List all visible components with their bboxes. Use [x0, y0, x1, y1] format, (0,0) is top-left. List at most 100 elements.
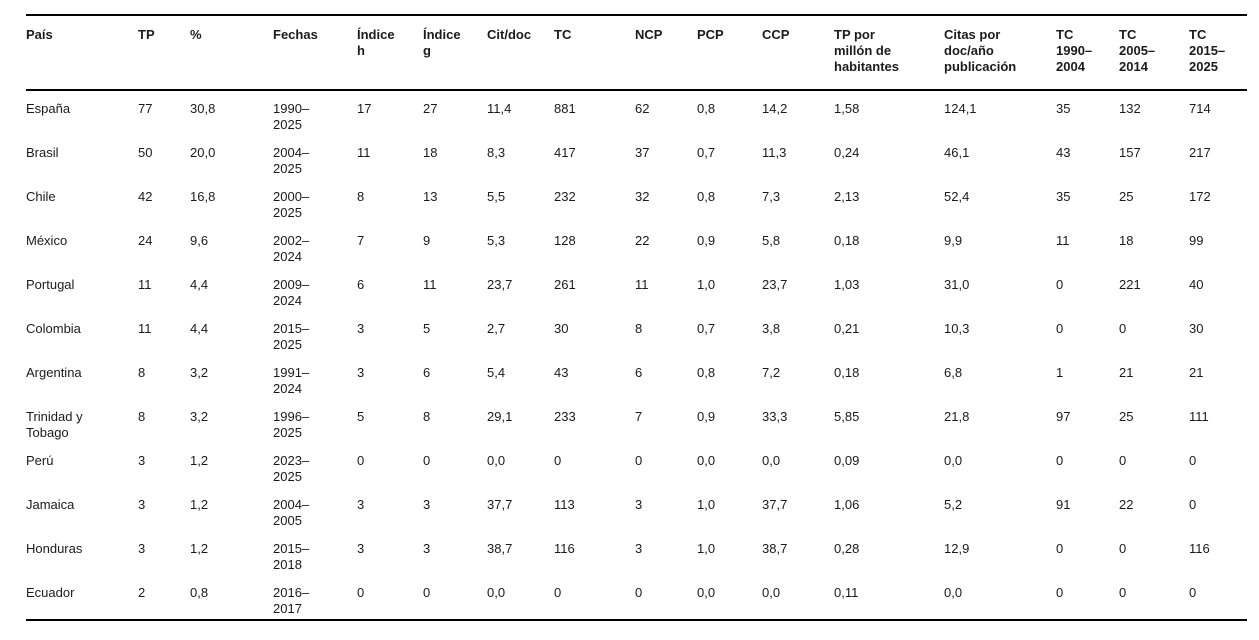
cell-value: 1,0 — [697, 541, 716, 556]
table-cell-pct: 1,2 — [190, 531, 273, 575]
table-cell-ccp: 5,8 — [762, 223, 834, 267]
table-row: México 24 9,6 2002–2024 7 9 5,3 128 22 0,9 5,8 0,18… — [26, 223, 1247, 267]
cell-value: 2004–2005 — [273, 497, 310, 528]
cell-value: 1,2 — [190, 541, 209, 556]
cell-value: 2 — [138, 585, 146, 600]
table-cell-tc_2015_2025: 21 — [1189, 355, 1247, 399]
table-cell-ccp: 37,7 — [762, 487, 834, 531]
header-label: Cit/doc — [487, 27, 532, 42]
cell-value: 4,4 — [190, 277, 209, 292]
table-cell-pcp: 1,0 — [697, 487, 762, 531]
cell-value: 0,8 — [190, 585, 209, 600]
table-cell-ccp: 33,3 — [762, 399, 834, 443]
table-row: Ecuador 2 0,8 2016–2017 0 0 0,0 0 0 0,0 0,0 0,11 0,0… — [26, 575, 1247, 620]
table-row: Perú 3 1,2 2023–2025 0 0 0,0 0 0 0,0 0,0 0,09 0,0 0 0 0 — [26, 443, 1247, 487]
header-label: CCP — [762, 27, 790, 42]
header-label: % — [190, 27, 202, 42]
table-cell-cit_doc: 11,4 — [487, 90, 554, 135]
table-cell-pais: México — [26, 223, 138, 267]
cell-value: 35 — [1056, 189, 1071, 204]
header-label: TP por millón de habitantes — [834, 27, 900, 74]
table-cell-indice_g: 9 — [423, 223, 487, 267]
cell-value: 0,8 — [697, 101, 716, 116]
cell-value: 38,7 — [487, 541, 513, 556]
table-cell-tp: 77 — [138, 90, 190, 135]
cell-value: 0,0 — [487, 585, 506, 600]
cell-value: 0,28 — [834, 541, 860, 556]
table-cell-cit_doc: 23,7 — [487, 267, 554, 311]
table-cell-citas_por_doc: 0,0 — [944, 443, 1056, 487]
table-cell-tc_1990_2004: 0 — [1056, 443, 1119, 487]
cell-value: 0 — [1119, 585, 1127, 600]
table-cell-tc_2015_2025: 111 — [1189, 399, 1247, 443]
table-cell-tc_1990_2004: 35 — [1056, 179, 1119, 223]
cell-value: 3 — [357, 541, 365, 556]
cell-value: 97 — [1056, 409, 1071, 424]
table-cell-ncp: 62 — [635, 90, 697, 135]
table-cell-tp: 8 — [138, 355, 190, 399]
table-cell-tc_2005_2014: 18 — [1119, 223, 1189, 267]
header-label: Fechas — [273, 27, 318, 42]
cell-value: 11 — [635, 277, 649, 292]
cell-value: 0 — [1189, 585, 1197, 600]
cell-value: Ecuador — [26, 585, 75, 600]
cell-value: 157 — [1119, 145, 1141, 160]
table-cell-pais: Portugal — [26, 267, 138, 311]
cell-value: 2016–2017 — [273, 585, 310, 616]
cell-value: 37,7 — [487, 497, 513, 512]
header-cell-ncp: NCP — [635, 15, 697, 90]
table-cell-tc_1990_2004: 1 — [1056, 355, 1119, 399]
cell-value: 42 — [138, 189, 153, 204]
cell-value: 23,7 — [762, 277, 788, 292]
header-label: Índice h — [357, 27, 395, 58]
table-cell-cit_doc: 0,0 — [487, 575, 554, 620]
table-cell-tc: 233 — [554, 399, 635, 443]
cell-value: 714 — [1189, 101, 1211, 116]
cell-value: 0 — [423, 453, 431, 468]
cell-value: 46,1 — [944, 145, 970, 160]
cell-value: 3 — [138, 497, 146, 512]
cell-value: 417 — [554, 145, 576, 160]
cell-value: 3 — [138, 453, 146, 468]
cell-value: 172 — [1189, 189, 1211, 204]
header-label: TP — [138, 27, 155, 42]
table-cell-indice_g: 5 — [423, 311, 487, 355]
table-cell-tp_por_millon: 0,21 — [834, 311, 944, 355]
table-cell-cit_doc: 0,0 — [487, 443, 554, 487]
cell-value: 0,18 — [834, 233, 860, 248]
table-cell-cit_doc: 5,5 — [487, 179, 554, 223]
table-cell-tp_por_millon: 0,28 — [834, 531, 944, 575]
cell-value: 91 — [1056, 497, 1071, 512]
table-cell-indice_h: 17 — [357, 90, 423, 135]
cell-value: 6 — [423, 365, 431, 380]
cell-value: 5,8 — [762, 233, 781, 248]
table-cell-indice_g: 13 — [423, 179, 487, 223]
table-cell-cit_doc: 8,3 — [487, 135, 554, 179]
cell-value: 3 — [357, 365, 365, 380]
table-cell-tp: 11 — [138, 267, 190, 311]
cell-value: 2015–2025 — [273, 321, 310, 352]
cell-value: 132 — [1119, 101, 1141, 116]
table-cell-pais: Trinidad y Tobago — [26, 399, 138, 443]
cell-value: 0,0 — [697, 453, 716, 468]
cell-value: 233 — [554, 409, 576, 424]
cell-value: 3,8 — [762, 321, 781, 336]
cell-value: 3 — [423, 497, 431, 512]
table-cell-pais: Brasil — [26, 135, 138, 179]
cell-value: 23,7 — [487, 277, 513, 292]
table-cell-fechas: 1996–2025 — [273, 399, 357, 443]
table-cell-tc_1990_2004: 0 — [1056, 531, 1119, 575]
cell-value: 0,0 — [697, 585, 716, 600]
cell-value: 37,7 — [762, 497, 788, 512]
table-cell-indice_g: 3 — [423, 531, 487, 575]
cell-value: 16,8 — [190, 189, 216, 204]
cell-value: Jamaica — [26, 497, 75, 512]
cell-value: 0 — [1119, 321, 1127, 336]
cell-value: 21,8 — [944, 409, 970, 424]
cell-value: 24 — [138, 233, 153, 248]
cell-value: 0 — [1056, 277, 1064, 292]
cell-value: 881 — [554, 101, 576, 116]
cell-value: 43 — [1056, 145, 1071, 160]
table-cell-ccp: 7,3 — [762, 179, 834, 223]
